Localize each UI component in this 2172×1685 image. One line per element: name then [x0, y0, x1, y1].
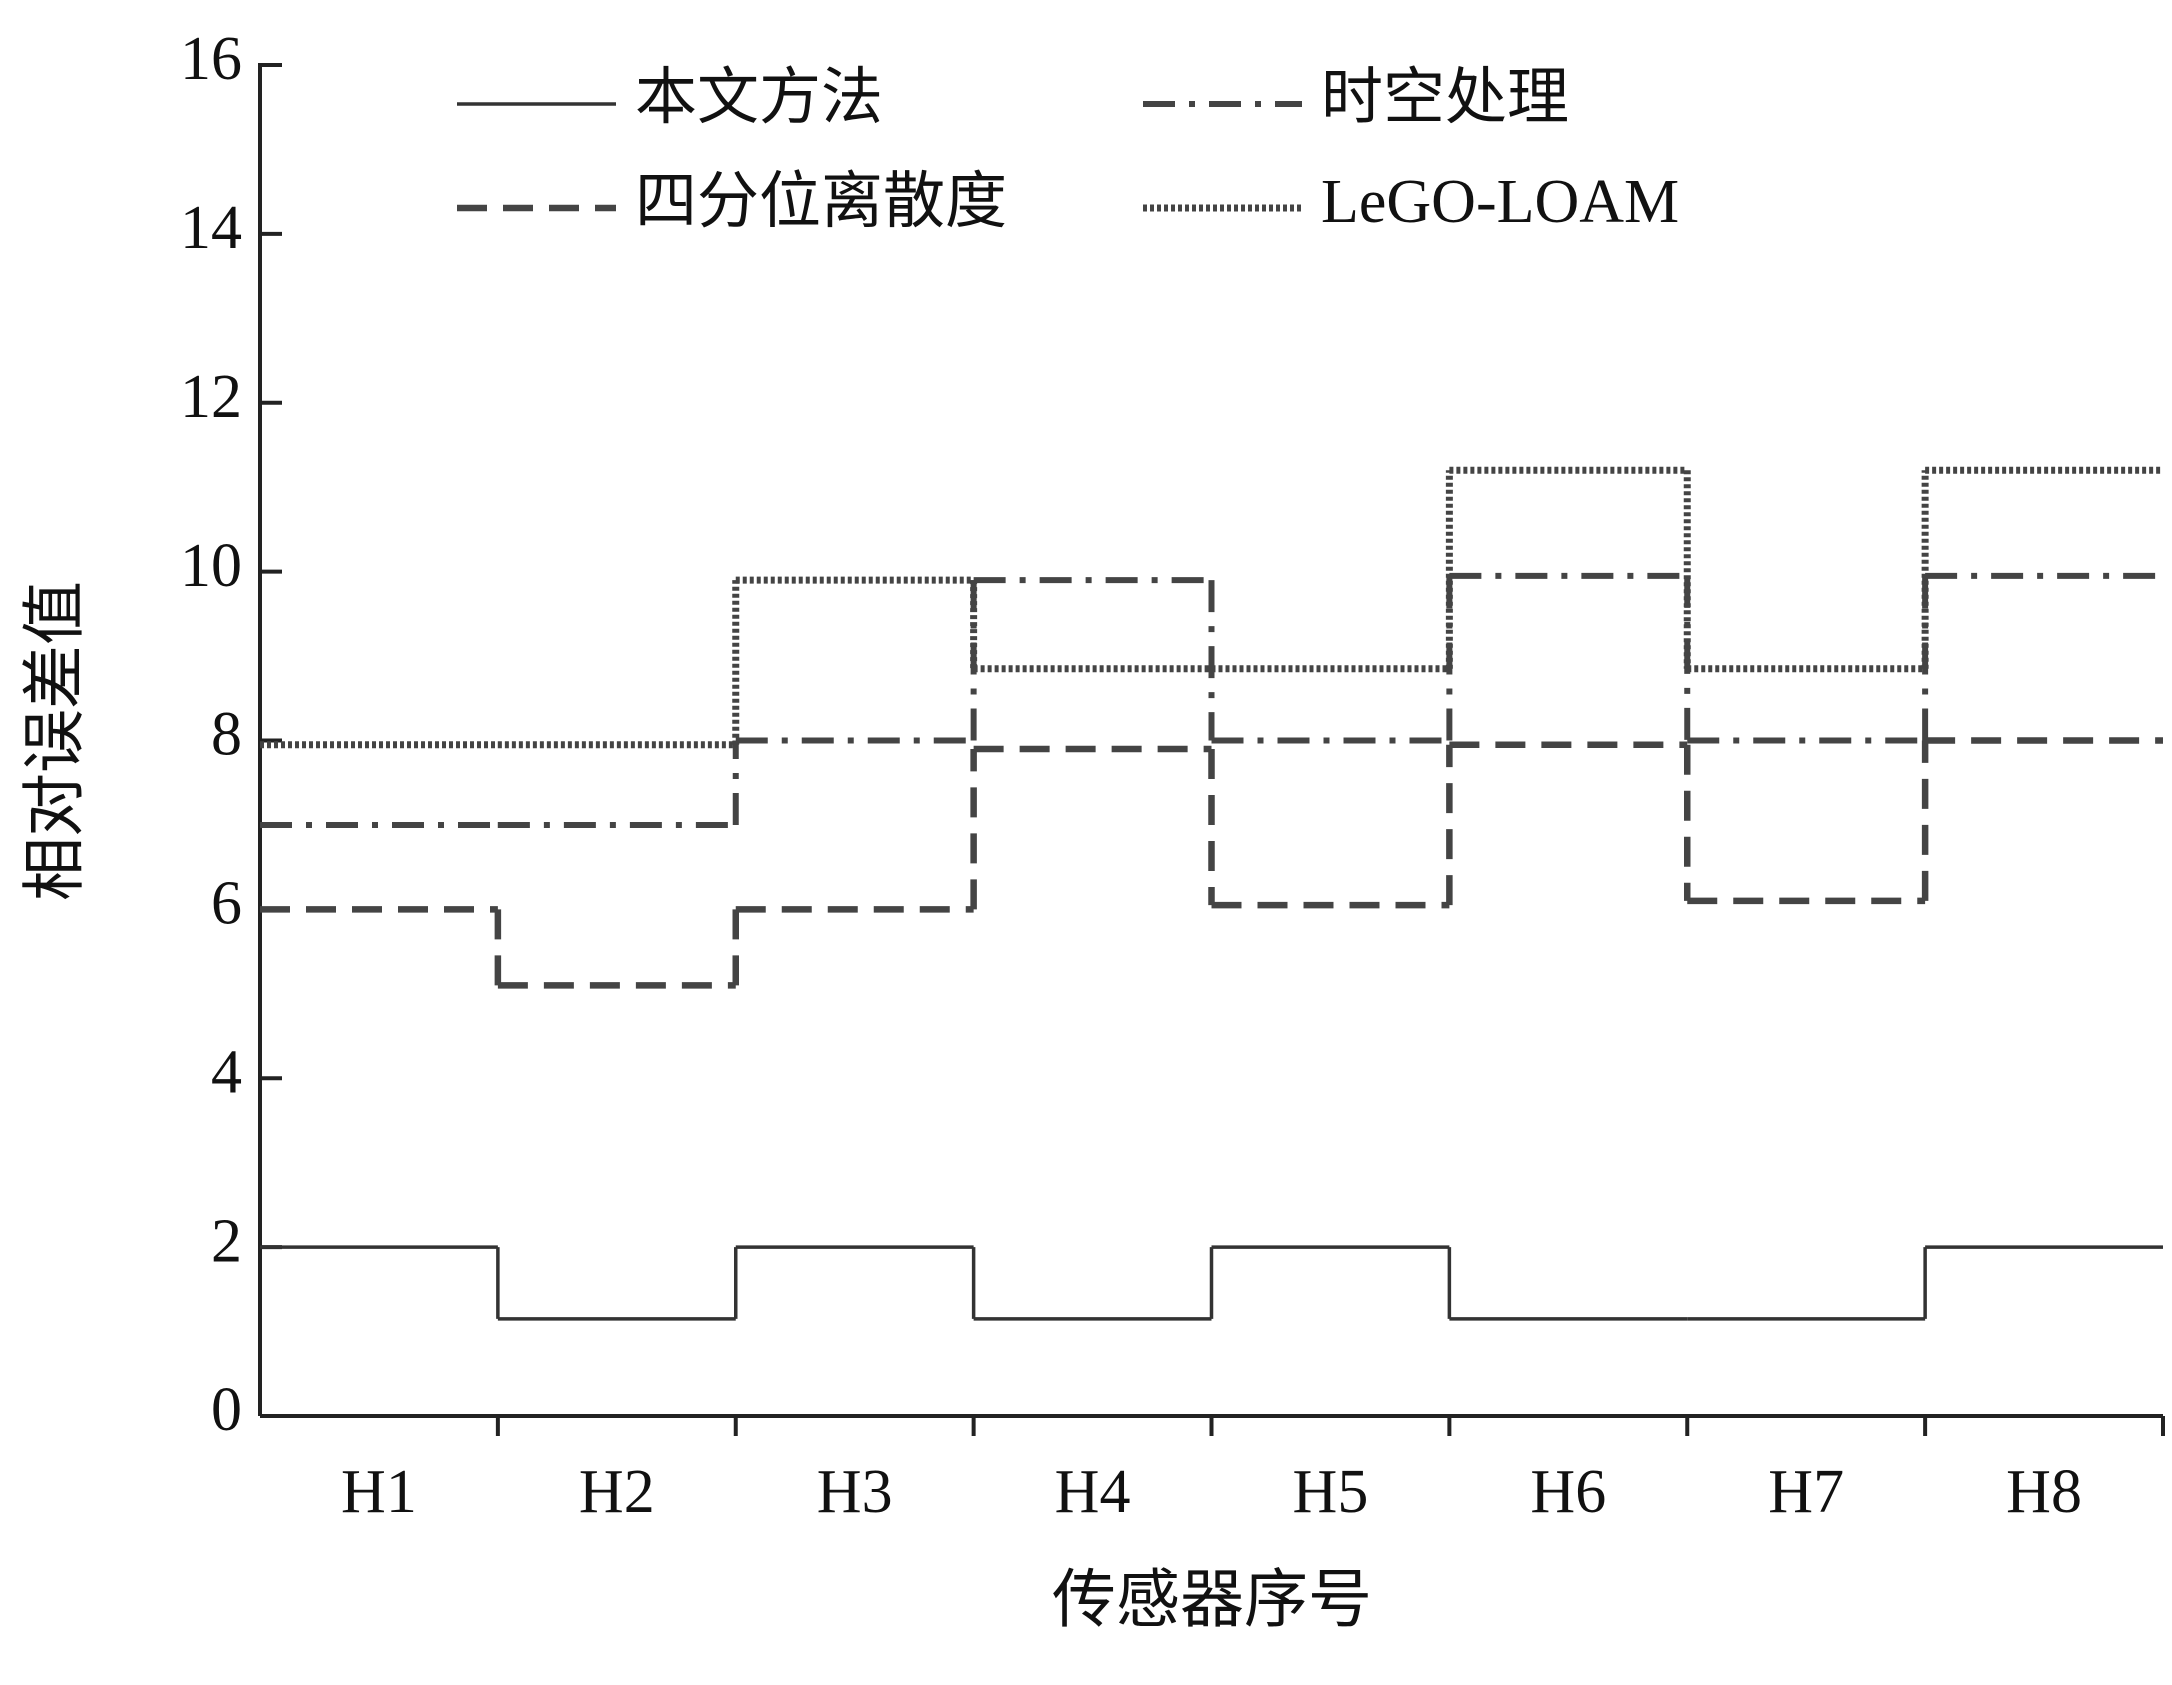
legend-label: LeGO-LOAM	[1321, 168, 1679, 236]
y-tick-label: 16	[180, 25, 242, 93]
x-tick-label: H5	[1293, 1458, 1369, 1526]
legend-label: 四分位离散度	[635, 168, 1007, 236]
y-tick-label: 12	[180, 363, 242, 431]
y-tick-label: 14	[180, 194, 242, 262]
legend-label: 本文方法	[635, 64, 883, 132]
y-axis-title: 相对误差值	[20, 581, 91, 901]
x-tick-label: H3	[817, 1458, 893, 1526]
x-tick-label: H2	[579, 1458, 655, 1526]
x-tick-label: H7	[1768, 1458, 1844, 1526]
y-tick-label: 10	[180, 532, 242, 600]
y-tick-label: 6	[211, 870, 242, 938]
legend-label: 时空处理	[1321, 64, 1569, 132]
x-tick-label: H1	[341, 1458, 417, 1526]
y-tick-label: 4	[211, 1038, 242, 1106]
y-tick-label: 2	[211, 1207, 242, 1275]
y-tick-label: 0	[211, 1376, 242, 1444]
y-tick-label: 8	[211, 701, 242, 769]
x-tick-label: H8	[2006, 1458, 2082, 1526]
x-axis-title: 传感器序号	[1052, 1565, 1372, 1636]
x-tick-label: H6	[1530, 1458, 1606, 1526]
x-tick-label: H4	[1055, 1458, 1131, 1526]
